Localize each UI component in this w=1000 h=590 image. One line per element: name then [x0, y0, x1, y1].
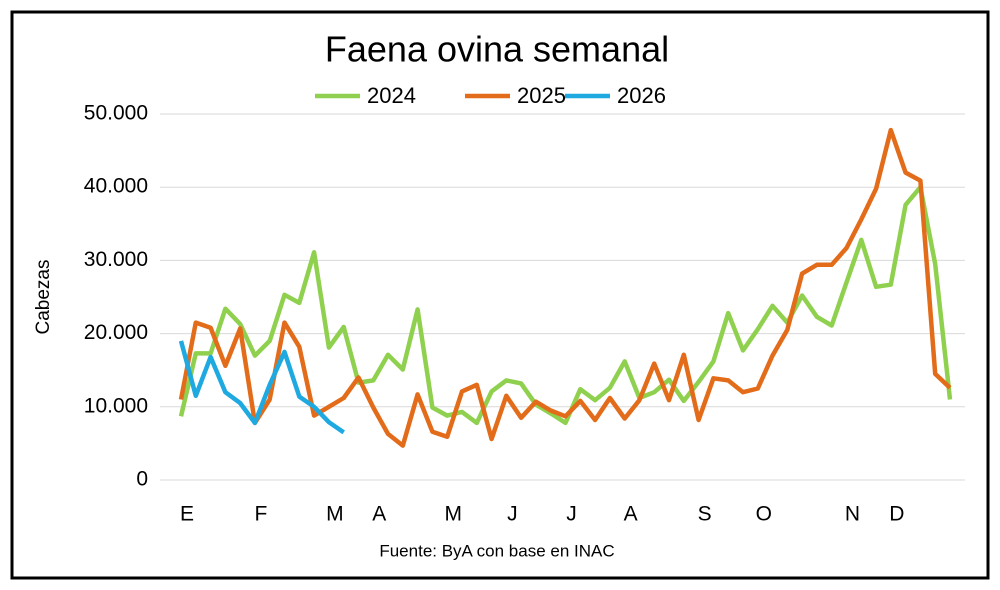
- x-tick-label: J: [566, 503, 577, 526]
- source-note: Fuente: ByA con base en INAC: [379, 541, 614, 560]
- y-tick-label: 50.000: [84, 102, 148, 125]
- series-line: [178, 127, 952, 448]
- x-tick-label: O: [756, 503, 772, 526]
- y-tick-label: 40.000: [84, 175, 148, 198]
- y-tick-label: 30.000: [84, 248, 148, 271]
- chart-frame: [10, 10, 990, 580]
- y-tick-label: 10.000: [84, 394, 148, 417]
- y-axis-label: Cabezas: [33, 260, 54, 335]
- x-tick-label: J: [507, 503, 518, 526]
- x-tick-label: D: [889, 503, 904, 526]
- x-tick-label: A: [624, 503, 638, 526]
- legend-label: 2025: [517, 83, 566, 108]
- x-tick-label: M: [326, 503, 344, 526]
- series-line: [178, 184, 953, 426]
- chart-title: Faena ovina semanal: [325, 29, 669, 70]
- legend-label: 2024: [367, 83, 416, 108]
- x-tick-label: F: [255, 503, 268, 526]
- x-tick-label: E: [180, 503, 194, 526]
- x-tick-label: N: [845, 503, 860, 526]
- x-tick-label: M: [444, 503, 462, 526]
- series-line: [178, 340, 345, 435]
- legend-label: 2026: [617, 83, 666, 108]
- x-tick-label: S: [698, 503, 712, 526]
- y-tick-label: 0: [136, 468, 148, 491]
- x-tick-label: A: [372, 503, 386, 526]
- y-tick-label: 20.000: [84, 321, 148, 344]
